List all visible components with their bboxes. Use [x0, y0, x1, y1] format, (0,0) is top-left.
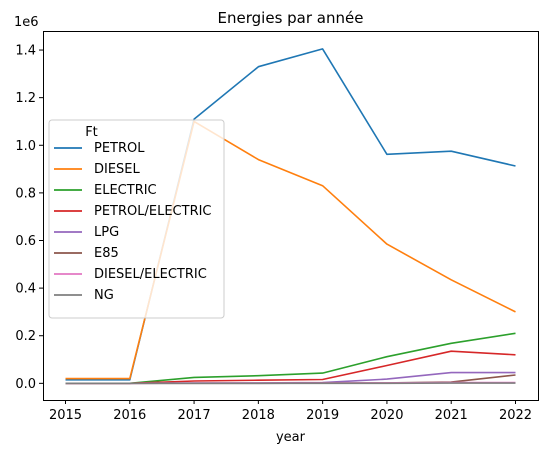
x-tick-label: 2019 — [306, 408, 339, 423]
x-tick-label: 2015 — [49, 408, 82, 423]
y-tick-label: 1.4 — [15, 44, 36, 59]
legend-entry-label: ELECTRIC — [94, 183, 157, 198]
x-tick-label: 2016 — [113, 408, 146, 423]
series-line-electric — [65, 332, 516, 385]
y-tick-label: 0.0 — [15, 377, 36, 392]
y-tick-label: 0.8 — [15, 186, 36, 201]
y-tick-label: 0.6 — [15, 234, 36, 249]
legend-entry-label: DIESEL/ELECTRIC — [94, 267, 207, 282]
legend-entry-label: NG — [94, 288, 114, 303]
legend-entry-label: PETROL/ELECTRIC — [94, 204, 212, 219]
legend-entry-label: PETROL — [94, 141, 145, 156]
legend-box — [48, 119, 225, 319]
legend-entry-label: DIESEL — [94, 162, 141, 177]
y-tick-label: 1.0 — [15, 139, 36, 154]
x-axis-ticks: 2015 2016 2017 2018 2019 2020 2021 2022 — [49, 400, 532, 423]
y-axis-ticks: 0.0 0.2 0.4 0.6 0.8 1.0 1.2 1.4 — [15, 44, 43, 392]
y-tick-label: 0.4 — [15, 282, 36, 297]
series-line-diesel — [65, 120, 516, 380]
x-tick-label: 2017 — [178, 408, 211, 423]
legend-title: Ft — [85, 125, 98, 140]
legend-entry-label: E85 — [94, 246, 119, 261]
legend-entry-label: LPG — [94, 225, 119, 240]
plot-frame — [43, 31, 539, 401]
y-tick-label: 0.2 — [15, 329, 36, 344]
x-tick-label: 2020 — [370, 408, 403, 423]
x-tick-label: 2018 — [242, 408, 275, 423]
x-axis-label: year — [276, 430, 306, 445]
chart-title: Energies par année — [218, 9, 364, 27]
y-axis-scale-label: 1e6 — [14, 15, 39, 30]
series-layer — [65, 48, 516, 385]
x-tick-label: 2022 — [499, 408, 532, 423]
y-tick-label: 1.2 — [15, 91, 36, 106]
x-tick-label: 2021 — [435, 408, 468, 423]
